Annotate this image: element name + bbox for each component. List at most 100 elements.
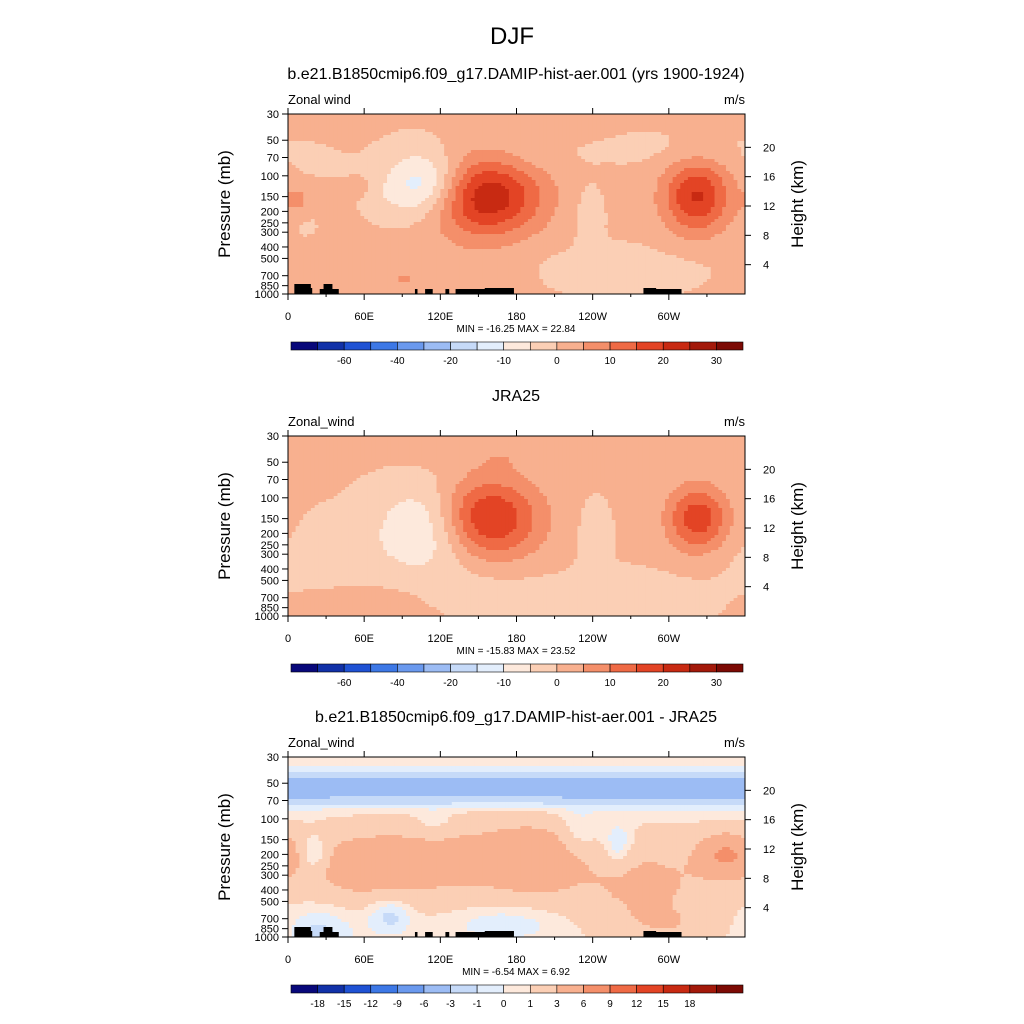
contour-cell (539, 132, 544, 136)
contour-cell (695, 192, 700, 196)
contour-cell (642, 150, 647, 154)
contour-cell (394, 198, 400, 202)
contour-cell (348, 234, 354, 238)
contour-cell (390, 162, 396, 166)
contour-cell (497, 216, 502, 220)
contour-cell (360, 219, 365, 223)
contour-cell (364, 150, 369, 154)
contour-cell (383, 198, 388, 202)
contour-cell (364, 165, 369, 169)
contour-cell (310, 180, 316, 184)
contour-cell (474, 192, 480, 196)
contour-cell (428, 207, 434, 211)
contour-cell (680, 198, 685, 202)
contour-cell (447, 162, 453, 166)
contour-cell (413, 159, 419, 163)
contour-cell (722, 144, 727, 148)
contour-cell (364, 120, 369, 124)
contour-cell (390, 138, 396, 142)
contour-cell (638, 156, 643, 160)
contour-cell (645, 162, 651, 166)
contour-cell (607, 138, 613, 142)
contour-cell (360, 123, 365, 127)
contour-cell (360, 228, 365, 232)
contour-cell (585, 180, 590, 184)
contour-cell (623, 234, 628, 238)
contour-cell (512, 207, 518, 211)
contour-cell (607, 207, 613, 211)
contour-cell (428, 144, 434, 148)
contour-cell (687, 138, 693, 142)
contour-cell (619, 210, 624, 214)
contour-cell (383, 168, 388, 172)
contour-cell (508, 177, 514, 181)
contour-cell (630, 213, 636, 217)
contour-cell (672, 180, 678, 184)
contour-cell (310, 237, 316, 241)
contour-cell (413, 210, 419, 214)
contour-cell (566, 207, 571, 211)
contour-cell (706, 234, 712, 238)
contour-cell (600, 177, 605, 181)
contour-cell (444, 231, 449, 235)
contour-cell (379, 207, 384, 211)
contour-cell (615, 219, 620, 223)
contour-cell (569, 204, 575, 208)
contour-cell (402, 180, 407, 184)
contour-cell (600, 195, 605, 199)
contour-cell (733, 210, 738, 214)
contour-cell (291, 138, 297, 142)
contour-cell (508, 234, 514, 238)
contour-cell (733, 192, 738, 196)
contour-cell (741, 153, 745, 157)
contour-cell (387, 138, 392, 142)
contour-cell (326, 213, 331, 217)
contour-cell (714, 228, 719, 232)
contour-cell (466, 129, 472, 133)
contour-cell (505, 192, 510, 196)
contour-cell (466, 210, 472, 214)
contour-cell (295, 138, 301, 142)
contour-cell (291, 216, 297, 220)
contour-cell (600, 120, 605, 124)
contour-cell (550, 225, 556, 229)
contour-cell (333, 162, 339, 166)
contour-cell (714, 165, 719, 169)
contour-cell (322, 231, 327, 235)
contour-cell (379, 156, 384, 160)
contour-cell (562, 114, 567, 118)
contour-cell (482, 138, 487, 142)
contour-cell (535, 204, 540, 208)
contour-cell (299, 171, 304, 175)
contour-cell (642, 195, 647, 199)
contour-cell (459, 237, 464, 241)
contour-cell (703, 114, 708, 118)
contour-cell (417, 120, 422, 124)
contour-cell (512, 123, 518, 127)
contour-cell (687, 144, 693, 148)
contour-cell (531, 225, 537, 229)
contour-cell (486, 171, 491, 175)
contour-cell (425, 192, 430, 196)
contour-cell (687, 168, 693, 172)
contour-cell (501, 177, 506, 181)
contour-cell (638, 174, 643, 178)
contour-cell (329, 135, 335, 139)
contour-cell (375, 237, 380, 241)
contour-cell (329, 147, 335, 151)
contour-cell (695, 114, 700, 118)
contour-cell (512, 183, 518, 187)
contour-cell (402, 144, 407, 148)
contour-cell (630, 165, 636, 169)
contour-cell (505, 153, 510, 157)
contour-cell (463, 186, 468, 190)
contour-cell (531, 204, 537, 208)
contour-cell (741, 165, 745, 169)
contour-cell (409, 222, 415, 226)
contour-cell (345, 198, 350, 202)
contour-cell (684, 189, 689, 193)
contour-cell (676, 117, 681, 121)
contour-cell (527, 222, 533, 226)
contour-cell (466, 174, 472, 178)
contour-cell (303, 168, 308, 172)
